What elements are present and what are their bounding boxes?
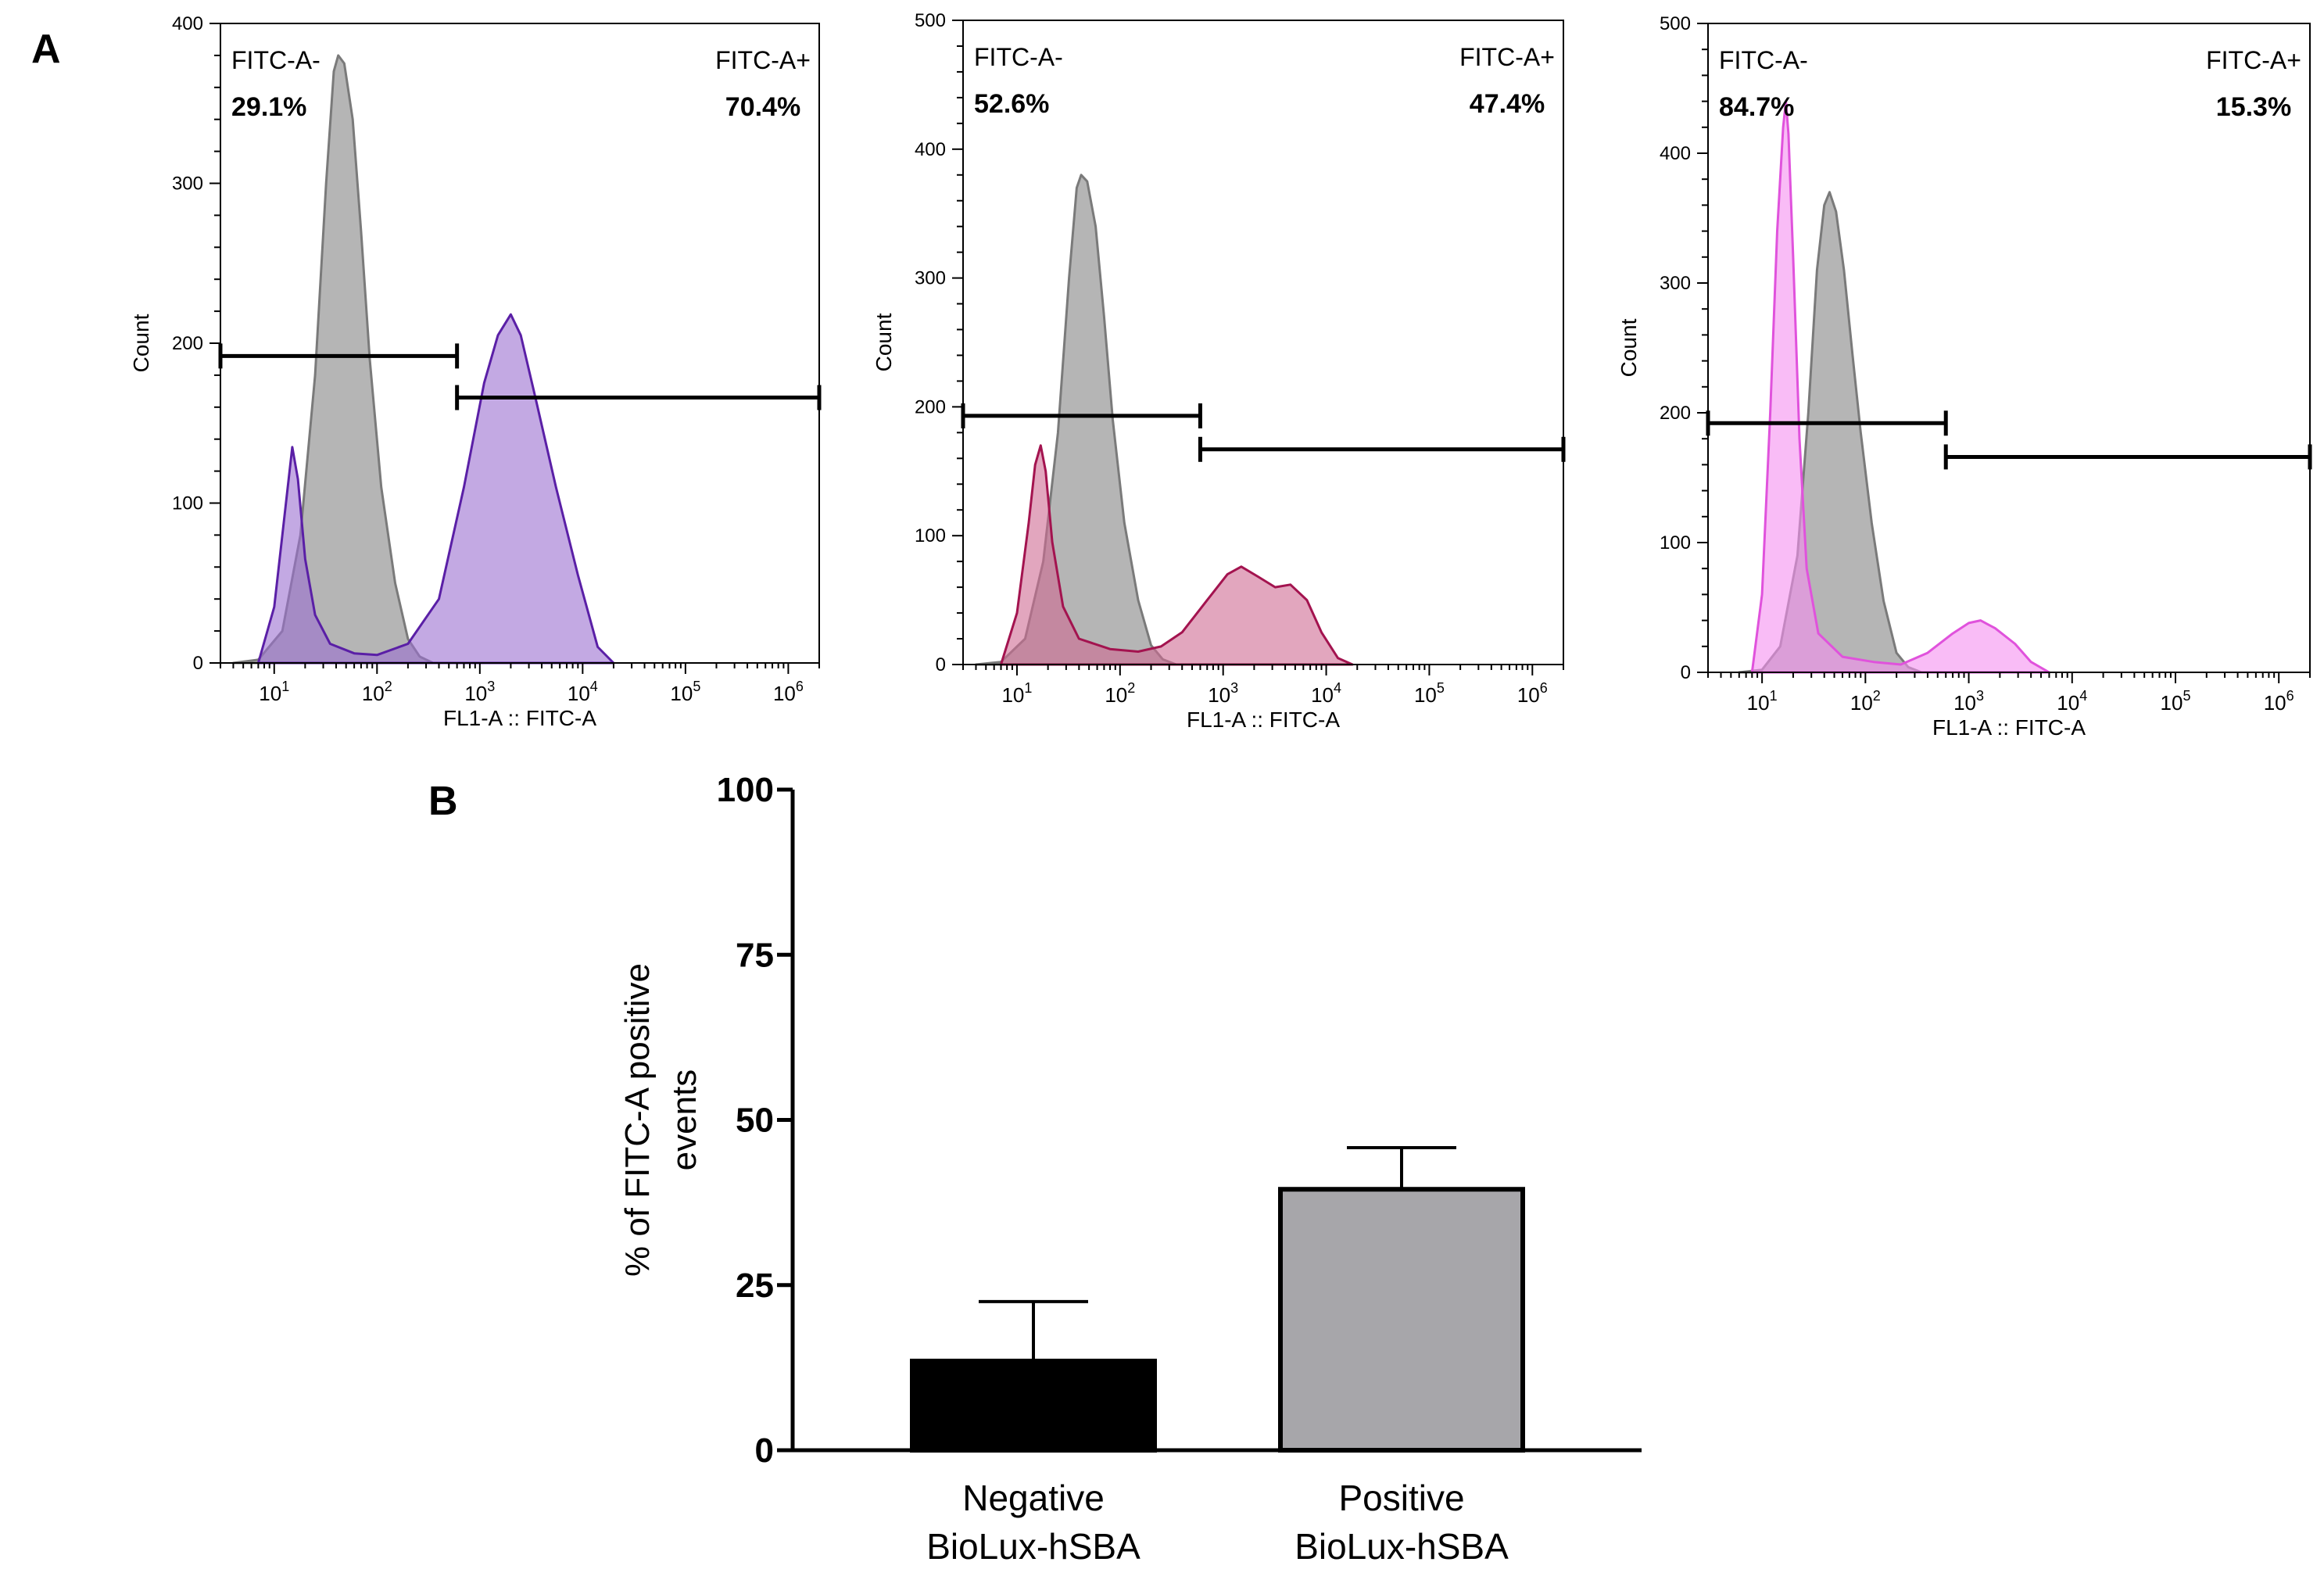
y-tick-label: 400 <box>915 139 946 160</box>
x-tick-label: 103 <box>1208 680 1238 707</box>
gate-percent-negative: 52.6% <box>974 89 1049 119</box>
y-tick-label: 100 <box>915 525 946 546</box>
y-tick-label: 200 <box>172 333 203 354</box>
x-tick-label: 103 <box>1953 688 1984 715</box>
histogram-panel-2: 0 100 200 300 400 500 101 102 103 104 105 106 FL1-A … <box>872 10 1566 732</box>
y-tick-label: 500 <box>915 10 946 31</box>
y-tick-label: 300 <box>915 268 946 289</box>
x-axis-title: FL1-A :: FITC-A <box>1932 715 2086 740</box>
x-tick-label: 101 <box>259 679 289 705</box>
y-axis-title-line-1: % of FITC-A positive <box>618 963 657 1277</box>
x-axis-title: FL1-A :: FITC-A <box>1187 708 1340 732</box>
y-tick-label: 50 <box>736 1102 774 1140</box>
gate-percent-negative: 29.1% <box>231 92 306 122</box>
y-tick-label: 0 <box>193 653 203 674</box>
y-axis-title: Count <box>129 313 153 372</box>
bar-chart-panel-b: 0 25 50 75 100 % of FITC-A positive events Nega… <box>618 771 1642 1567</box>
x-tick-label: 101 <box>1001 680 1032 707</box>
gate-percent-positive: 15.3% <box>2216 92 2291 122</box>
gate-name-negative: FITC-A- <box>1719 46 1808 74</box>
y-tick-label: 25 <box>736 1267 774 1305</box>
histogram-series-control <box>231 54 435 665</box>
category-label-line-2: BioLux-hSBA <box>926 1526 1141 1567</box>
gate-name-positive: FITC-A+ <box>1459 43 1555 71</box>
category-label-line-1: Positive <box>1338 1478 1464 1518</box>
y-tick-label: 100 <box>172 493 203 514</box>
x-tick-label: 102 <box>1105 680 1135 707</box>
x-tick-label: 106 <box>1517 680 1548 707</box>
histogram-series-control <box>975 174 1178 666</box>
histogram-series-sample <box>256 313 615 665</box>
x-tick-label: 106 <box>773 679 804 705</box>
gate-percent-negative: 84.7% <box>1719 92 1794 122</box>
y-tick-label: 0 <box>936 654 946 675</box>
category-label-line-1: Negative <box>962 1478 1105 1518</box>
y-tick-label: 200 <box>915 396 946 417</box>
x-tick-label: 105 <box>2161 688 2191 715</box>
gate-name-positive: FITC-A+ <box>715 46 811 74</box>
y-tick-label: 300 <box>172 174 203 195</box>
x-tick-label: 105 <box>1414 680 1445 707</box>
x-tick-label: 103 <box>464 679 495 705</box>
gate-name-negative: FITC-A- <box>231 46 320 74</box>
x-tick-label: 104 <box>2057 688 2087 715</box>
y-axis-title: Count <box>872 313 896 371</box>
y-tick-label: 400 <box>172 13 203 34</box>
x-tick-label: 104 <box>568 679 598 705</box>
x-tick-label: 105 <box>670 679 700 705</box>
histogram-panel-3: 0 100 200 300 400 500 101 102 103 104 105 106 FL1-A … <box>1617 13 2312 740</box>
panel-b-letter: B <box>428 779 458 824</box>
y-tick-label: 200 <box>1660 403 1691 424</box>
x-tick-label: 104 <box>1311 680 1341 707</box>
y-axis-title-line-2: events <box>665 1069 704 1171</box>
gate-percent-positive: 47.4% <box>1470 89 1545 119</box>
y-tick-label: 300 <box>1660 273 1691 294</box>
category-label-line-2: BioLux-hSBA <box>1294 1526 1509 1567</box>
histogram-series-sample <box>1750 100 2050 674</box>
y-tick-label: 0 <box>755 1431 774 1470</box>
x-tick-label: 102 <box>1850 688 1881 715</box>
gate-percent-positive: 70.4% <box>725 92 800 122</box>
x-axis-title: FL1-A :: FITC-A <box>443 706 596 730</box>
plot-frame <box>1707 23 2311 673</box>
y-tick-label: 100 <box>717 771 774 809</box>
x-tick-label: 106 <box>2264 688 2294 715</box>
y-tick-label: 500 <box>1660 13 1691 34</box>
x-tick-label: 102 <box>362 679 392 705</box>
histogram-series-sample <box>1000 444 1354 666</box>
plot-frame <box>962 20 1564 665</box>
x-tick-label: 101 <box>1747 688 1778 715</box>
y-tick-label: 400 <box>1660 143 1691 164</box>
panel-a-letter: A <box>31 27 61 72</box>
bar-negative <box>910 1358 1157 1453</box>
y-tick-label: 100 <box>1660 532 1691 554</box>
gate-name-negative: FITC-A- <box>974 43 1063 71</box>
gate-name-positive: FITC-A+ <box>2206 46 2301 74</box>
y-axis-title: Count <box>1617 318 1641 377</box>
y-tick-label: 0 <box>1681 662 1691 683</box>
y-tick-label: 75 <box>736 936 774 974</box>
bar-positive <box>1278 1187 1525 1453</box>
